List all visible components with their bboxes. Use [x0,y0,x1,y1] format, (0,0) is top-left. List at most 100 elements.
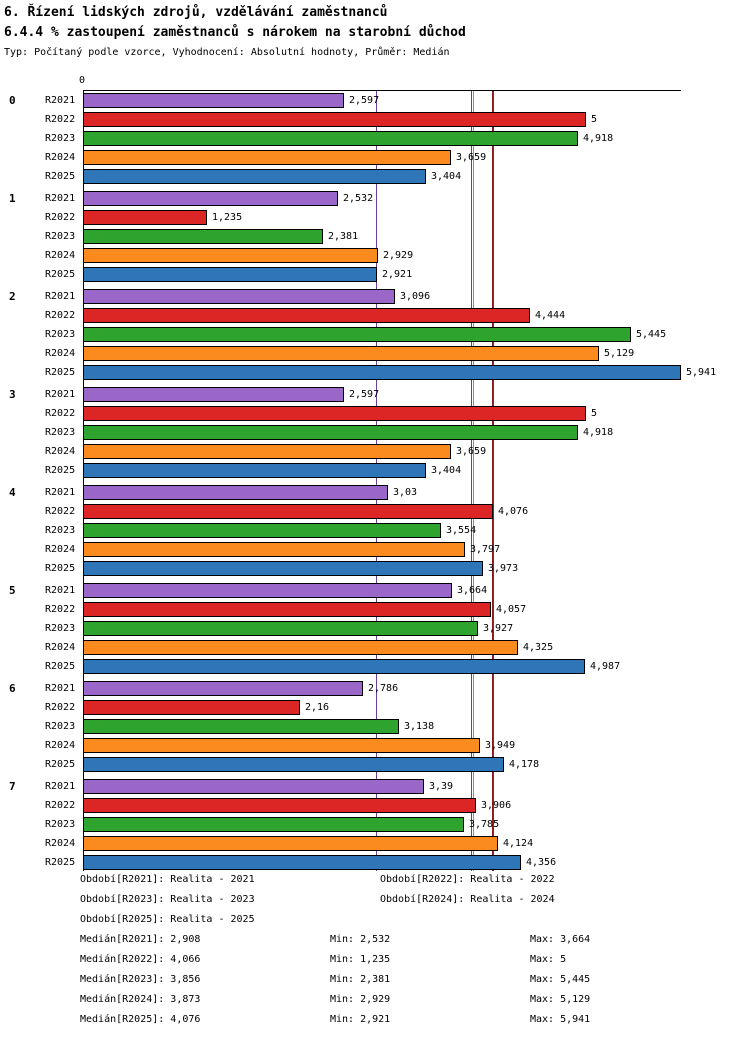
chart-row: R2022 4,076 [0,502,750,521]
bar-track: 3,664 [83,581,750,600]
bar-value-label: 3,664 [457,585,488,596]
legend-item: Období[R2023]: Realita - 2023 [80,894,255,905]
bar-track: 2,597 [83,91,750,110]
chart-row: 7 R2021 3,39 [0,777,750,796]
report-subtitle: 6.4.4 % zastoupení zaměstnanců s nárokem… [4,25,466,40]
bar-track: 2,786 [83,679,750,698]
year-label: R2025 [45,661,76,672]
bar-r2022 [83,210,207,225]
bar-value-label: 4,325 [523,642,554,653]
bar-track: 2,16 [83,698,750,717]
chart-row: R2023 5,445 [0,325,750,344]
chart-row: R2022 4,057 [0,600,750,619]
bar-r2021 [83,681,363,696]
group-index-label: 6 [9,682,16,695]
bar-value-label: 4,444 [535,310,566,321]
chart-row: R2022 5 [0,404,750,423]
year-label: R2022 [45,702,76,713]
year-label: R2025 [45,269,76,280]
stat-min: Min: 2,921 [330,1014,391,1025]
bar-track: 5,129 [83,344,750,363]
bar-r2024 [83,738,480,753]
chart-row: R2024 4,124 [0,834,750,853]
median-line-r2021 [375,90,377,871]
year-label: R2025 [45,367,76,378]
year-label: R2025 [45,465,76,476]
stat-min: Min: 2,381 [330,974,391,985]
bar-track: 3,785 [83,815,750,834]
bar-r2021 [83,583,452,598]
bar-r2023 [83,817,464,832]
year-label: R2024 [45,642,76,653]
chart-row: R2023 2,381 [0,227,750,246]
bar-value-label: 3,03 [393,487,418,498]
median-line-r2023 [471,90,473,871]
year-label: R2021 [45,585,76,596]
year-label: R2021 [45,193,76,204]
stat-median: Medián[R2025]: 4,076 [80,1014,201,1025]
chart-row: 0 R2021 2,597 [0,91,750,110]
bar-r2024 [83,248,378,263]
bar-r2022 [83,798,476,813]
bar-track: 5,941 [83,363,750,382]
report-title: 6. Řízení lidských zdrojů, vzdělávání za… [4,5,388,20]
report-meta-line: Typ: Počítaný podle vzorce, Vyhodnocení:… [4,47,450,58]
bar-r2024 [83,444,451,459]
bar-r2025 [83,169,426,184]
stat-min: Min: 2,532 [330,934,391,945]
group-index-label: 2 [9,290,16,303]
bar-value-label: 3,39 [429,781,454,792]
year-label: R2024 [45,740,76,751]
year-label: R2021 [45,389,76,400]
bar-value-label: 3,138 [404,721,435,732]
bar-r2022 [83,602,491,617]
median-line-r2022 [492,90,494,871]
year-label: R2025 [45,563,76,574]
chart-row: R2023 4,918 [0,129,750,148]
stats-row: Medián[R2025]: 4,076 Min: 2,921 Max: 5,941 [0,1014,750,1034]
bar-value-label: 3,096 [400,291,431,302]
bar-r2022 [83,308,530,323]
bar-track: 3,906 [83,796,750,815]
chart-row: R2023 3,138 [0,717,750,736]
chart-row: R2025 3,973 [0,559,750,578]
bar-r2024 [83,346,599,361]
group-index-label: 5 [9,584,16,597]
year-label: R2023 [45,427,76,438]
bar-value-label: 2,786 [368,683,399,694]
chart-row: R2023 3,927 [0,619,750,638]
chart-row: R2024 3,659 [0,148,750,167]
chart-plot-area: 0 R2021 2,597 R2022 5 R2023 4,918 R2024 3,659 R20… [0,90,750,871]
bar-value-label: 4,918 [583,427,614,438]
bar-value-label: 3,785 [469,819,500,830]
year-label: R2023 [45,525,76,536]
bar-r2023 [83,523,441,538]
chart-row: R2023 3,554 [0,521,750,540]
bar-r2023 [83,327,631,342]
chart-row: 2 R2021 3,096 [0,287,750,306]
bar-track: 3,949 [83,736,750,755]
bar-value-label: 2,597 [349,95,380,106]
bar-track: 4,918 [83,423,750,442]
year-label: R2022 [45,310,76,321]
group-index-label: 3 [9,388,16,401]
bar-track: 3,927 [83,619,750,638]
bar-track: 2,532 [83,189,750,208]
year-label: R2022 [45,212,76,223]
bar-value-label: 2,532 [343,193,374,204]
bar-track: 3,659 [83,442,750,461]
bar-r2024 [83,150,451,165]
stats-row: Medián[R2021]: 2,908 Min: 2,532 Max: 3,664 [0,934,750,954]
bar-track: 4,057 [83,600,750,619]
year-label: R2024 [45,544,76,555]
bar-r2025 [83,463,426,478]
bar-r2024 [83,640,518,655]
bar-track: 3,973 [83,559,750,578]
bar-r2023 [83,425,578,440]
bar-track: 3,404 [83,167,750,186]
bar-r2025 [83,855,521,870]
year-label: R2024 [45,838,76,849]
bar-r2025 [83,267,377,282]
stat-min: Min: 1,235 [330,954,391,965]
